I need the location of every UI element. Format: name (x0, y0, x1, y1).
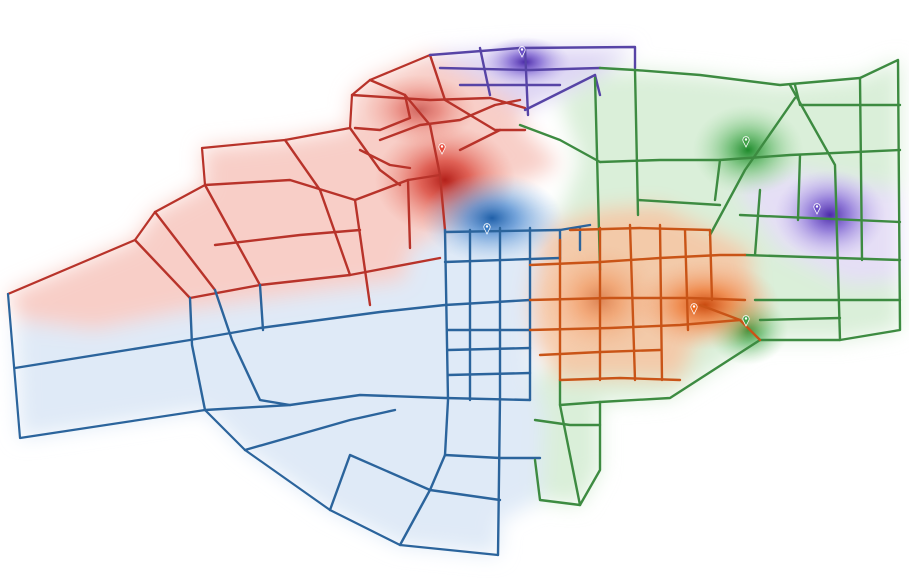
marker-orange-5[interactable] (690, 303, 698, 315)
district-blue-roads (6, 223, 592, 557)
district-red-roads (6, 53, 527, 307)
pin-center-dot (692, 305, 696, 308)
orange-hotspot (630, 260, 780, 350)
district-blue-area (15, 200, 560, 555)
marker-purple-0[interactable] (518, 46, 526, 58)
pin-icon[interactable] (742, 136, 750, 148)
district-markers[interactable] (438, 46, 821, 327)
pin-icon[interactable] (518, 46, 526, 58)
red-hotspot-2 (365, 75, 475, 145)
pin-icon[interactable] (438, 143, 446, 155)
pin-center-dot (520, 48, 524, 51)
marker-green-3[interactable] (742, 136, 750, 148)
pin-icon[interactable] (690, 303, 698, 315)
pin-icon[interactable] (813, 203, 821, 215)
pin-center-dot (815, 205, 819, 208)
district-purple-roads (428, 45, 637, 117)
pin-center-dot (485, 225, 489, 228)
pin-icon[interactable] (483, 223, 491, 235)
marker-purple-4[interactable] (813, 203, 821, 215)
blue-hotspot (422, 173, 562, 263)
marker-red-1[interactable] (438, 143, 446, 155)
purple-east-hotspot (775, 170, 885, 260)
pin-center-dot (440, 145, 444, 148)
green-north-hotspot (693, 105, 803, 195)
pin-center-dot (744, 317, 748, 320)
pin-icon[interactable] (742, 315, 750, 327)
marker-green-6[interactable] (742, 315, 750, 327)
pin-center-dot (744, 138, 748, 141)
district-green-roads (518, 58, 902, 507)
marker-blue-2[interactable] (483, 223, 491, 235)
district-orange-roads (528, 223, 762, 382)
